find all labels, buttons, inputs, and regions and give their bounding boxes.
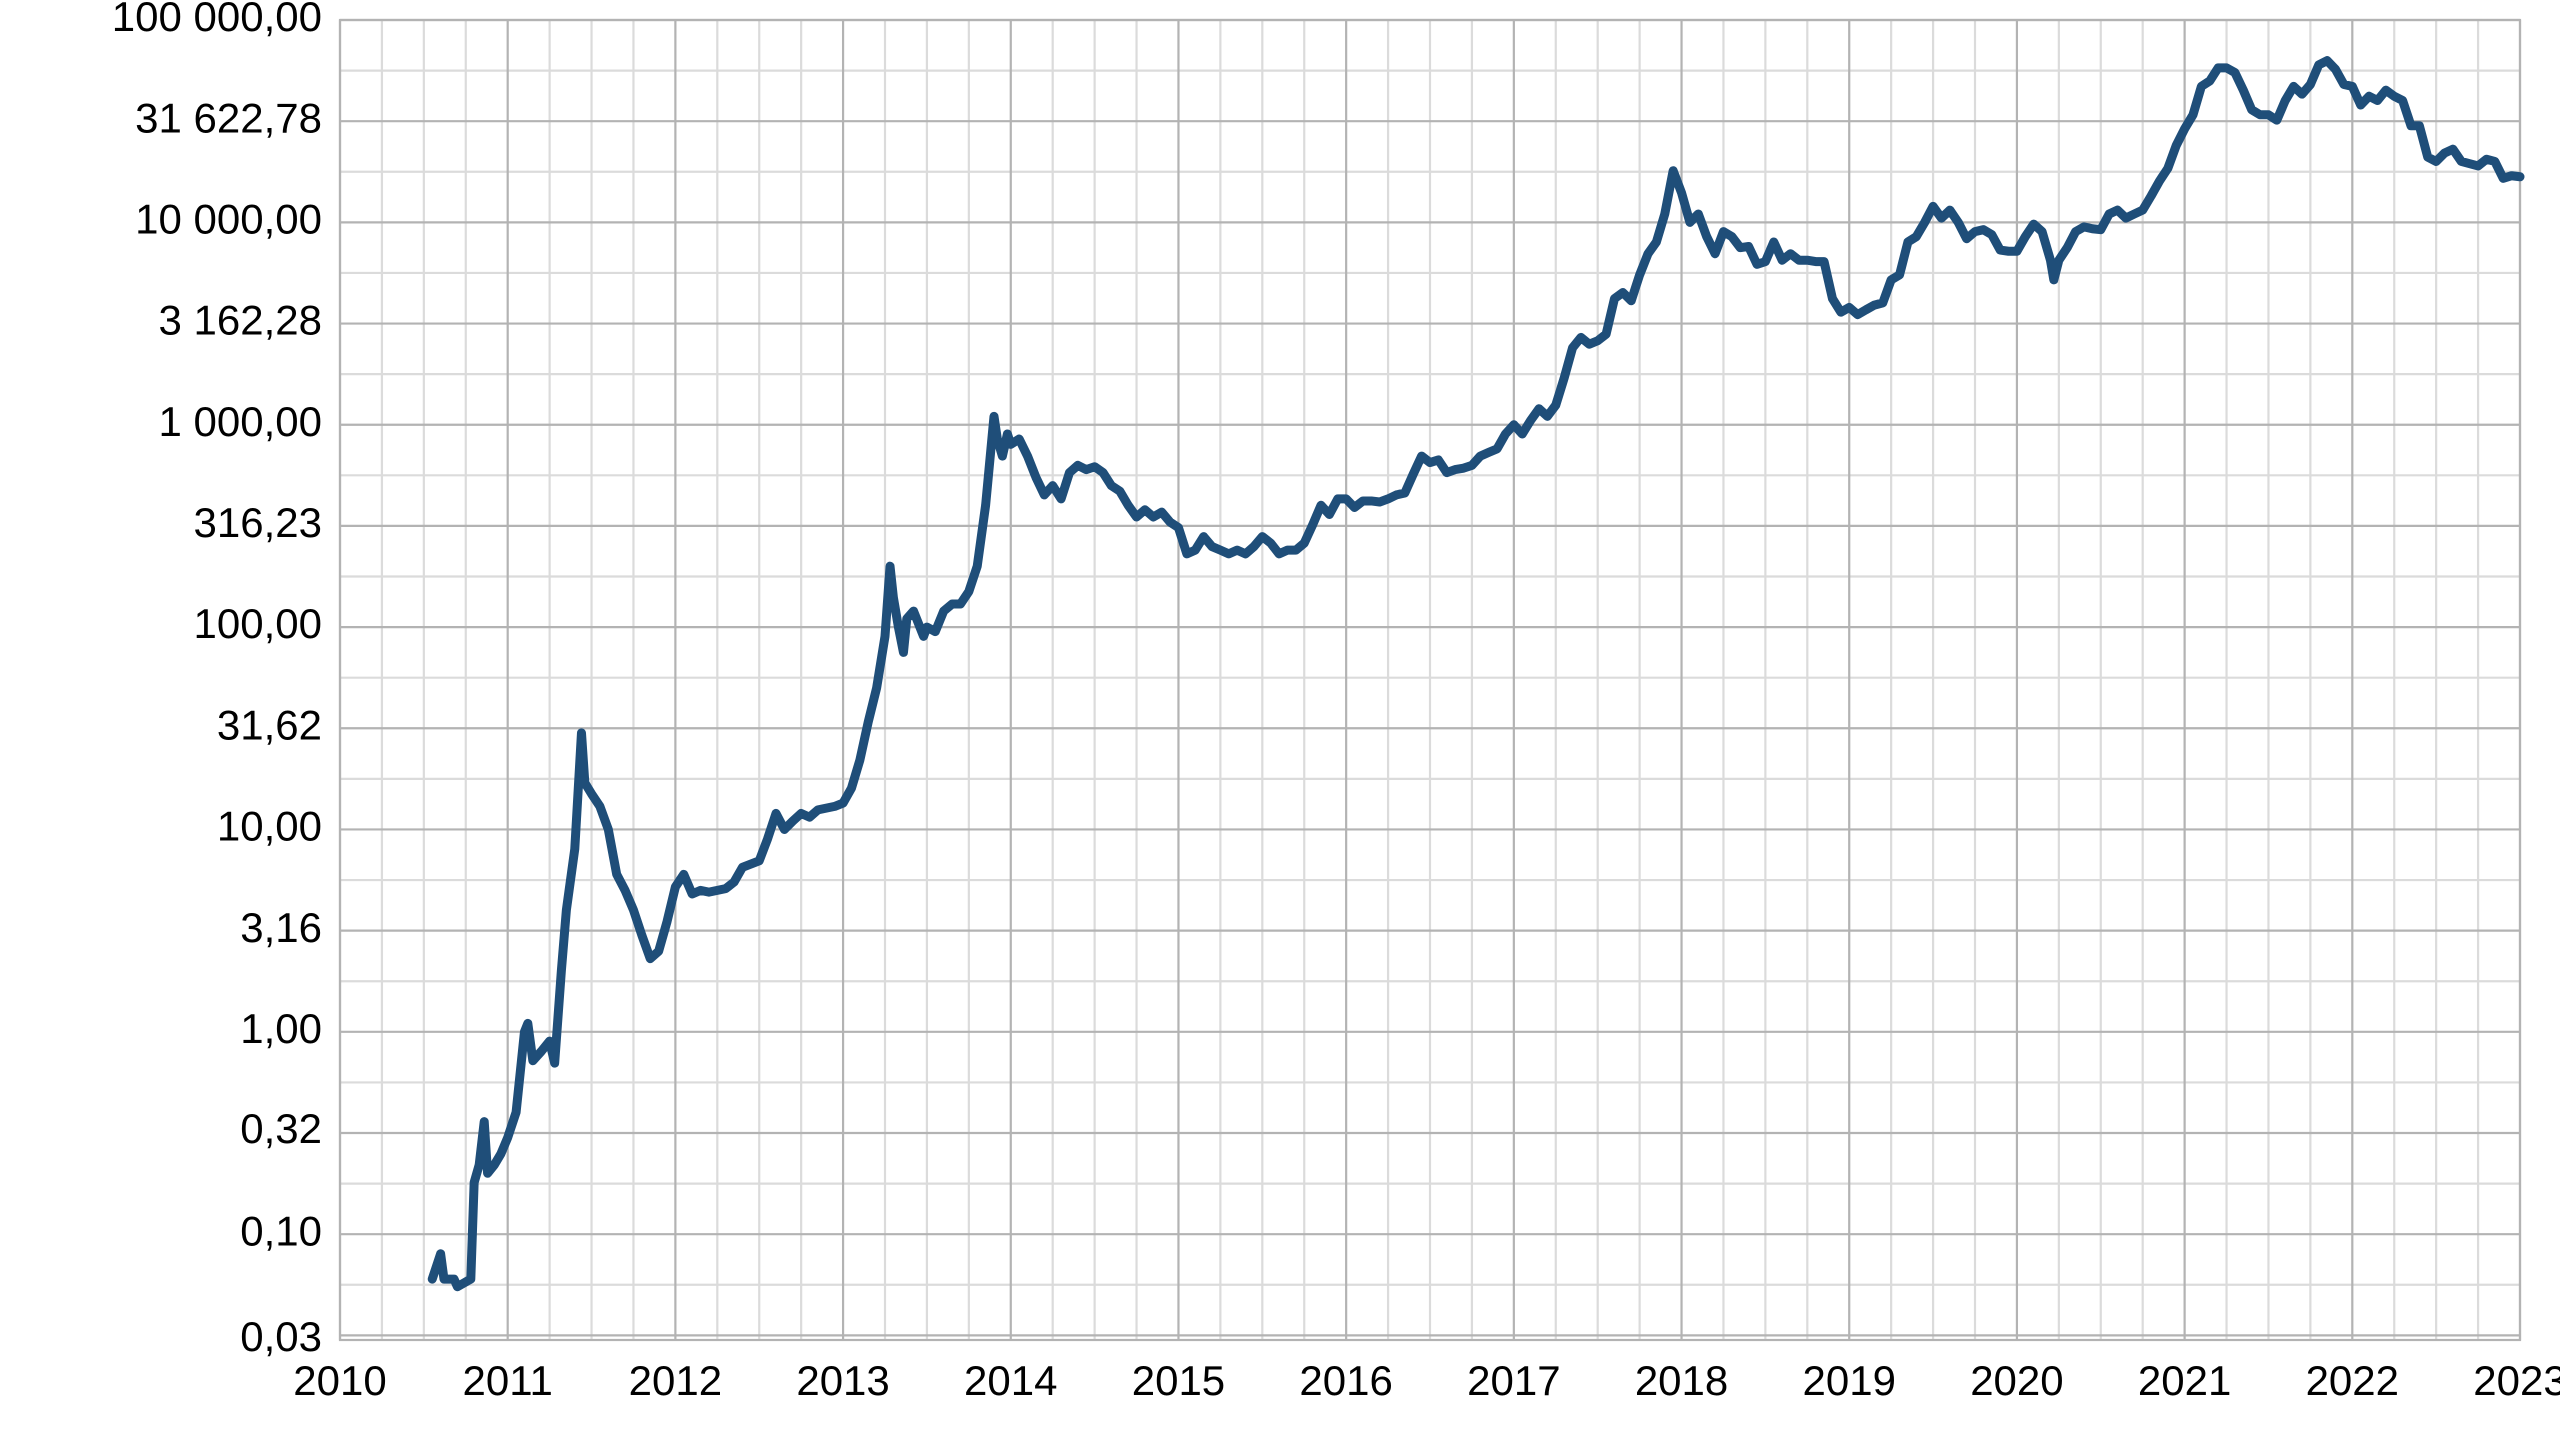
x-tick-label: 2019 [1803,1357,1896,1404]
line-chart: 0,03 0,10 0,32 1,00 3,16 10,00 31,62 100,00 316,… [0,0,2560,1440]
y-tick-label: 0,03 [240,1313,322,1360]
x-tick-label: 2015 [1132,1357,1225,1404]
y-tick-label: 100,00 [194,600,322,647]
x-tick-label: 2010 [293,1357,386,1404]
x-tick-label: 2013 [796,1357,889,1404]
x-tick-label: 2012 [629,1357,722,1404]
y-tick-label: 316,23 [194,499,322,546]
x-tick-label: 2016 [1299,1357,1392,1404]
x-tick-label: 2014 [964,1357,1057,1404]
x-tick-label: 2018 [1635,1357,1728,1404]
y-tick-label: 100 000,00 [112,0,322,40]
y-tick-label: 31 622,78 [135,94,322,141]
y-tick-label: 0,32 [240,1105,322,1152]
x-tick-label: 2021 [2138,1357,2231,1404]
y-tick-label: 1 000,00 [159,398,323,445]
y-tick-label: 0,10 [240,1207,322,1254]
y-tick-label: 31,62 [217,701,322,748]
x-tick-label: 2017 [1467,1357,1560,1404]
y-tick-label: 1,00 [240,1005,322,1052]
x-tick-label: 2023 [2473,1357,2560,1404]
y-tick-label: 3,16 [240,904,322,951]
y-tick-label: 10,00 [217,803,322,850]
x-tick-label: 2011 [463,1357,553,1404]
x-tick-label: 2020 [1970,1357,2063,1404]
x-tick-label: 2022 [2306,1357,2399,1404]
chart-canvas: 0,03 0,10 0,32 1,00 3,16 10,00 31,62 100,00 316,… [0,0,2560,1440]
y-tick-label: 10 000,00 [135,195,322,242]
y-tick-label: 3 162,28 [159,297,323,344]
